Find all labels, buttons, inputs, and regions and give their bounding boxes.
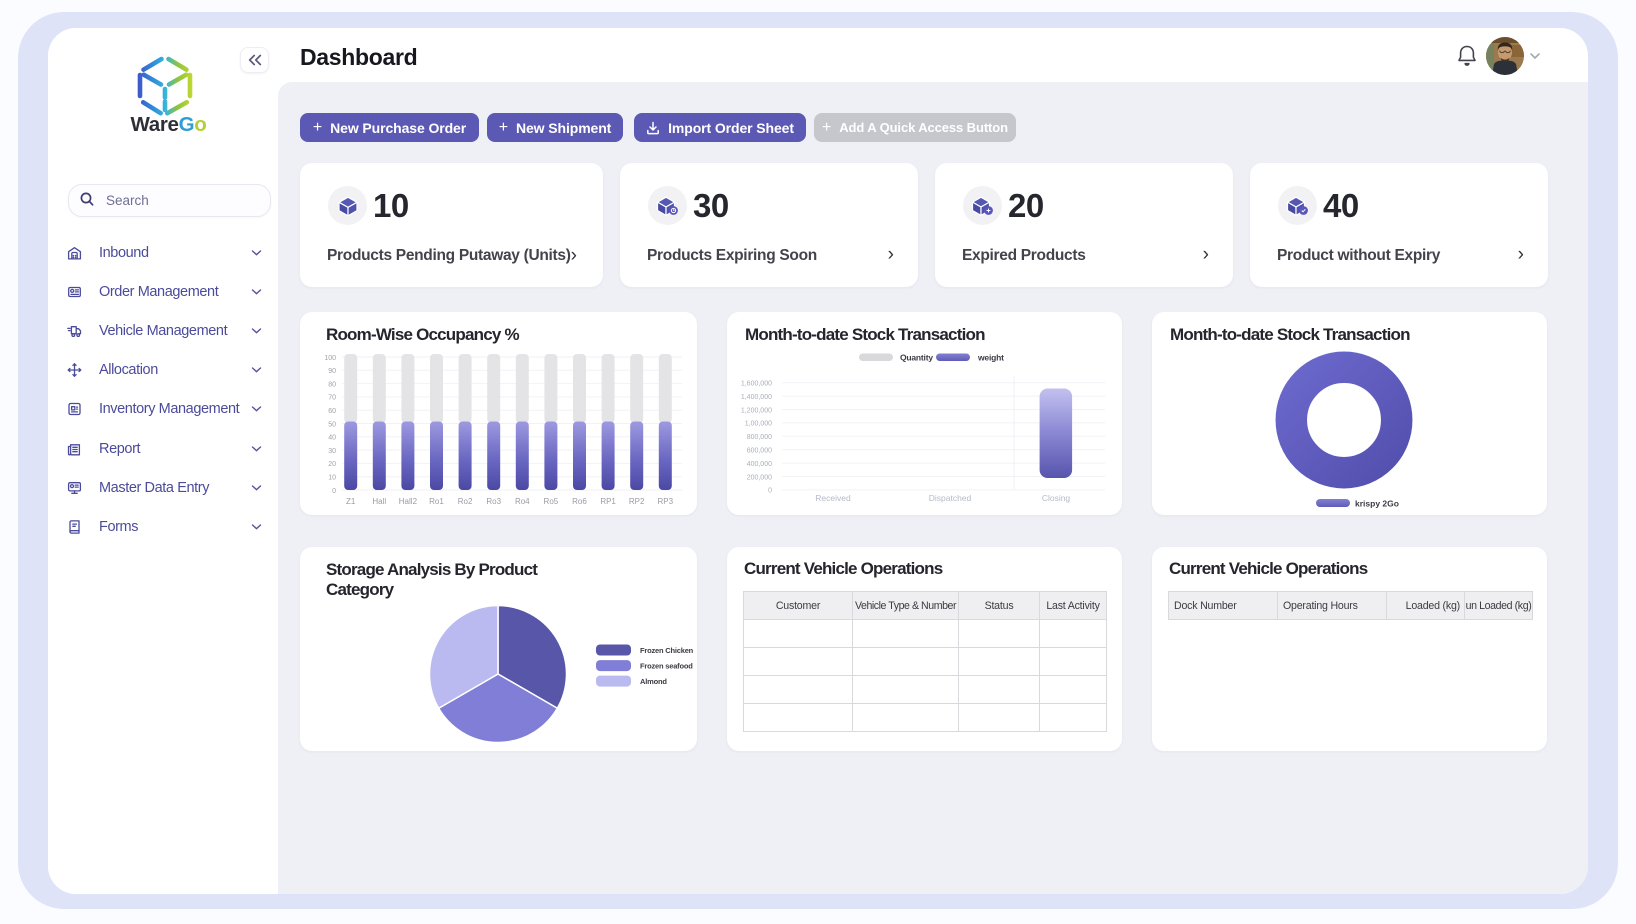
svg-text:Frozen seafood: Frozen seafood: [640, 662, 693, 671]
svg-text:600,000: 600,000: [747, 448, 772, 455]
svg-text:0: 0: [768, 488, 772, 495]
svg-text:30: 30: [328, 448, 336, 455]
svg-text:Ro1: Ro1: [429, 497, 444, 506]
svg-text:Hall: Hall: [372, 497, 386, 506]
svg-text:90: 90: [328, 368, 336, 375]
svg-text:Almond: Almond: [640, 677, 667, 686]
svg-text:10: 10: [328, 475, 336, 482]
svg-text:1,200,000: 1,200,000: [741, 407, 772, 414]
svg-text:1,400,000: 1,400,000: [741, 394, 772, 401]
svg-text:20: 20: [328, 461, 336, 468]
svg-text:Received: Received: [815, 493, 851, 503]
svg-text:RP1: RP1: [600, 497, 616, 506]
svg-text:400,000: 400,000: [747, 461, 772, 468]
svg-text:40: 40: [328, 435, 336, 442]
svg-text:100: 100: [324, 355, 336, 362]
svg-text:0: 0: [332, 488, 336, 495]
svg-text:1,00,000: 1,00,000: [745, 421, 772, 428]
svg-text:Ro6: Ro6: [572, 497, 587, 506]
svg-text:Hall2: Hall2: [399, 497, 418, 506]
svg-text:Ro3: Ro3: [486, 497, 501, 506]
svg-text:Z1: Z1: [346, 497, 356, 506]
svg-text:Quantity: Quantity: [900, 353, 933, 363]
svg-text:RP3: RP3: [658, 497, 674, 506]
svg-text:800,000: 800,000: [747, 434, 772, 441]
svg-text:Ro2: Ro2: [458, 497, 473, 506]
svg-text:Ro4: Ro4: [515, 497, 530, 506]
svg-text:50: 50: [328, 421, 336, 428]
svg-text:krispy 2Go: krispy 2Go: [1355, 499, 1399, 509]
svg-text:80: 80: [328, 381, 336, 388]
svg-text:weight: weight: [977, 353, 1004, 363]
svg-text:RP2: RP2: [629, 497, 645, 506]
svg-text:Ro5: Ro5: [544, 497, 559, 506]
svg-text:Closing: Closing: [1042, 493, 1071, 503]
svg-text:60: 60: [328, 408, 336, 415]
svg-text:200,000: 200,000: [747, 474, 772, 481]
svg-text:1,600,000: 1,600,000: [741, 381, 772, 388]
svg-text:Frozen Chicken: Frozen Chicken: [640, 646, 694, 655]
svg-text:70: 70: [328, 395, 336, 402]
svg-text:Dispatched: Dispatched: [929, 493, 972, 503]
